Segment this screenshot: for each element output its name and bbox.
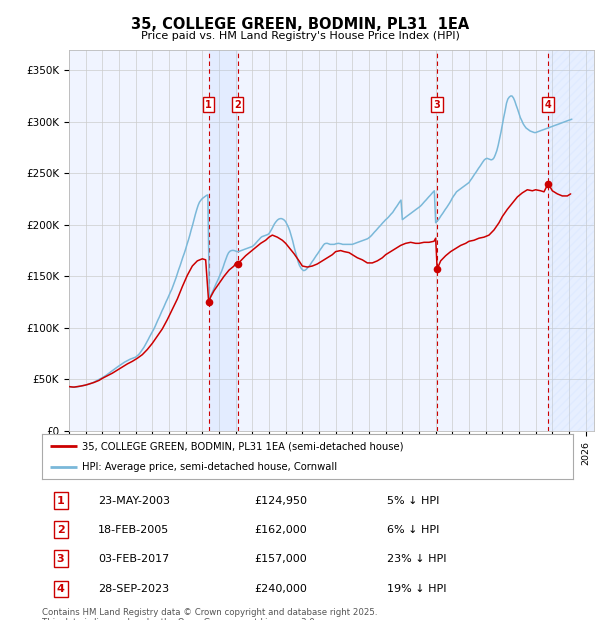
Text: Contains HM Land Registry data © Crown copyright and database right 2025.
This d: Contains HM Land Registry data © Crown c…: [42, 608, 377, 620]
Text: £240,000: £240,000: [254, 584, 307, 594]
Text: 1: 1: [57, 495, 64, 505]
Text: 2: 2: [57, 525, 64, 534]
Text: 4: 4: [56, 584, 65, 594]
Text: 4: 4: [545, 100, 551, 110]
Text: 28-SEP-2023: 28-SEP-2023: [98, 584, 169, 594]
Text: Price paid vs. HM Land Registry's House Price Index (HPI): Price paid vs. HM Land Registry's House …: [140, 31, 460, 41]
Text: 19% ↓ HPI: 19% ↓ HPI: [387, 584, 446, 594]
Text: 23-MAY-2003: 23-MAY-2003: [98, 495, 170, 505]
Text: 18-FEB-2005: 18-FEB-2005: [98, 525, 169, 534]
Text: £124,950: £124,950: [254, 495, 307, 505]
Text: 35, COLLEGE GREEN, BODMIN, PL31 1EA (semi-detached house): 35, COLLEGE GREEN, BODMIN, PL31 1EA (sem…: [82, 441, 403, 451]
Text: 2: 2: [234, 100, 241, 110]
Text: 3: 3: [57, 554, 64, 564]
Text: 3: 3: [434, 100, 440, 110]
Bar: [548, 50, 594, 431]
Text: 23% ↓ HPI: 23% ↓ HPI: [387, 554, 446, 564]
Text: 35, COLLEGE GREEN, BODMIN, PL31  1EA: 35, COLLEGE GREEN, BODMIN, PL31 1EA: [131, 17, 469, 32]
Text: HPI: Average price, semi-detached house, Cornwall: HPI: Average price, semi-detached house,…: [82, 461, 337, 472]
Text: 03-FEB-2017: 03-FEB-2017: [98, 554, 169, 564]
Text: £157,000: £157,000: [254, 554, 307, 564]
Text: £162,000: £162,000: [254, 525, 307, 534]
Text: 5% ↓ HPI: 5% ↓ HPI: [387, 495, 440, 505]
Text: 1: 1: [205, 100, 212, 110]
Text: 6% ↓ HPI: 6% ↓ HPI: [387, 525, 440, 534]
Bar: [209, 50, 238, 431]
